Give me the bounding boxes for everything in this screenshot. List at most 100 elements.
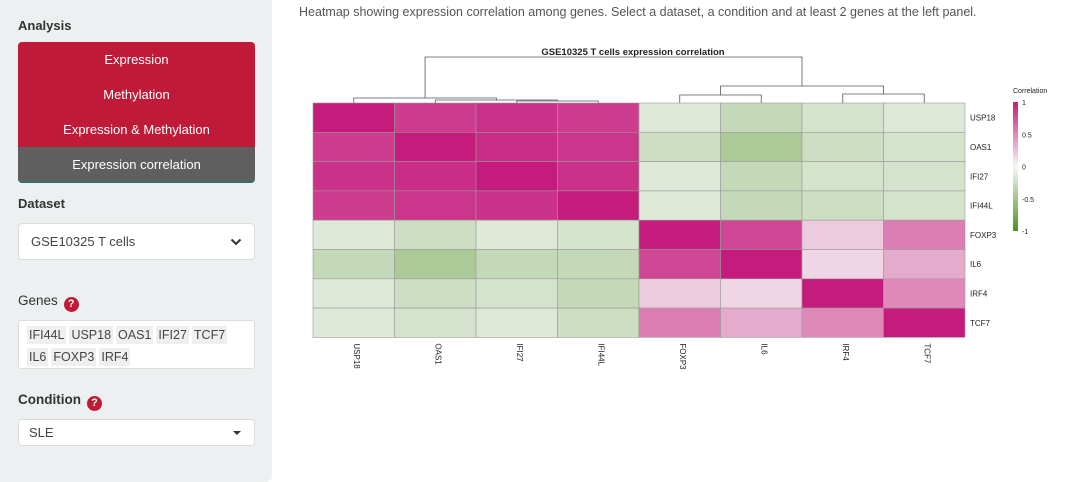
column-dendrogram: [353, 56, 925, 103]
heatmap-cell: [394, 307, 477, 338]
heatmap-cell: [883, 307, 966, 338]
gene-chip[interactable]: IRF4: [99, 348, 131, 366]
heatmap-cell: [638, 249, 721, 280]
heatmap-cell: [883, 190, 966, 221]
heatmap-cell: [638, 132, 721, 162]
heatmap-cell: [801, 132, 884, 162]
nav-expression-methylation[interactable]: Expression & Methylation: [18, 112, 255, 147]
row-label: TCF7: [970, 319, 991, 328]
heatmap-cell: [394, 219, 477, 250]
heatmap-cell: [557, 132, 640, 162]
help-icon[interactable]: ?: [63, 296, 79, 312]
heatmap-cell: [801, 161, 884, 192]
heatmap-cell: [720, 307, 803, 338]
help-icon[interactable]: ?: [86, 395, 102, 411]
heatmap-cell: [883, 219, 966, 250]
genes-label: Genes: [18, 293, 58, 308]
column-label: IFI27: [515, 343, 524, 362]
heatmap-cell: [475, 278, 558, 309]
heatmap-cell: [312, 132, 395, 162]
heatmap-title: GSE10325 T cells expression correlation: [541, 47, 724, 58]
condition-value: SLE: [29, 425, 54, 440]
heatmap-cell: [801, 307, 884, 338]
heatmap-cell: [394, 190, 477, 221]
heatmap-cell: [475, 307, 558, 338]
row-label: USP18: [970, 114, 996, 123]
heatmap-cell: [312, 278, 395, 309]
heatmap-cell: [720, 278, 803, 309]
dendrogram-branch: [424, 56, 803, 98]
heatmap-cell: [312, 249, 395, 280]
dendrogram-branch: [434, 99, 558, 103]
heatmap-cell: [638, 161, 721, 192]
heatmap-cell: [638, 278, 721, 309]
heatmap-cell: [638, 307, 721, 338]
gene-chip[interactable]: FOXP3: [51, 348, 97, 366]
heatmap-cell: [475, 190, 558, 221]
sidebar: Analysis Expression Methylation Expressi…: [0, 0, 272, 482]
heatmap-cell: [394, 278, 477, 309]
heatmap-cell: [883, 132, 966, 162]
heatmap-cell: [638, 219, 721, 250]
genes-label-row: Genes?: [18, 293, 79, 312]
heatmap-cell: [720, 102, 803, 133]
legend-tick: 0: [1022, 165, 1026, 172]
dendrogram-branch: [353, 97, 497, 103]
gene-chip[interactable]: IFI27: [156, 326, 189, 344]
description-text: Heatmap showing expression correlation a…: [299, 5, 977, 19]
heatmap-cell: [312, 161, 395, 192]
heatmap-cell: [801, 278, 884, 309]
gene-chip[interactable]: USP18: [69, 326, 114, 344]
gene-chip[interactable]: TCF7: [191, 326, 228, 344]
heatmap-cell: [475, 102, 558, 133]
heatmap-cell: [312, 190, 395, 221]
heatmap-cell: [720, 249, 803, 280]
heatmap-cell: [801, 219, 884, 250]
heatmap-cell: [557, 307, 640, 338]
heatmap-cell: [883, 102, 966, 133]
row-label: OAS1: [970, 143, 992, 152]
heatmap-cell: [720, 161, 803, 192]
heatmap-cell: [557, 249, 640, 280]
heatmap-cell: [557, 161, 640, 192]
dendrogram-branch: [679, 94, 762, 103]
row-label: IRF4: [970, 289, 988, 298]
caret-down-icon: [233, 430, 241, 435]
legend-title: Correlation: [1013, 88, 1047, 95]
gene-chip[interactable]: IL6: [27, 348, 49, 366]
legend-tick: 0.5: [1022, 132, 1032, 139]
nav-methylation[interactable]: Methylation: [18, 77, 255, 112]
legend-tick: 1: [1022, 100, 1026, 107]
heatmap-cell: [475, 219, 558, 250]
column-label: FOXP3: [678, 343, 687, 370]
legend-tick: -1: [1022, 229, 1028, 236]
gene-chip[interactable]: IFI44L: [27, 326, 67, 344]
color-legend: Correlation 1 0.5 0 -0.5 -1: [1013, 88, 1047, 236]
column-label: IRF4: [841, 343, 850, 361]
heatmap-cell: [312, 219, 395, 250]
heatmap-cell: [475, 132, 558, 162]
heatmap-cell: [638, 190, 721, 221]
heatmap-cell: [720, 219, 803, 250]
column-label: OAS1: [433, 343, 442, 365]
heatmap-cell: [883, 249, 966, 280]
heatmap-cell: [801, 102, 884, 133]
heatmap-cells: [312, 102, 966, 338]
correlation-heatmap: GSE10325 T cells expression correlation …: [312, 47, 1047, 370]
row-label: IFI44L: [970, 202, 993, 211]
dendrogram-branch: [842, 93, 925, 103]
nav-expression-correlation[interactable]: Expression correlation: [18, 147, 255, 183]
heatmap-cell: [475, 161, 558, 192]
analysis-title: Analysis: [18, 18, 72, 33]
legend-gradient: [1013, 102, 1018, 231]
row-label: IFI27: [970, 172, 989, 181]
dataset-value: GSE10325 T cells: [31, 234, 136, 249]
genes-input[interactable]: IFI44L USP18 OAS1 IFI27 TCF7 IL6 FOXP3 I…: [18, 320, 255, 369]
heatmap-cell: [638, 102, 721, 133]
nav-expression[interactable]: Expression: [18, 42, 255, 77]
condition-select[interactable]: SLE: [18, 419, 255, 446]
heatmap-cell: [475, 249, 558, 280]
gene-chip[interactable]: OAS1: [116, 326, 154, 344]
column-label: USP18: [352, 343, 361, 369]
dataset-select[interactable]: GSE10325 T cells: [18, 223, 255, 260]
